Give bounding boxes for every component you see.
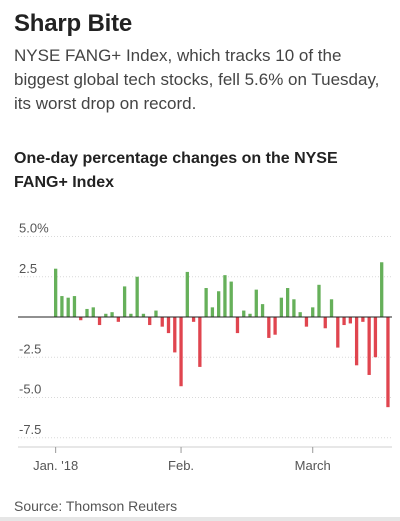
bar [254, 289, 258, 317]
bar [223, 275, 227, 317]
bar [166, 317, 171, 334]
bar [85, 308, 89, 317]
bar [179, 317, 183, 387]
bar [279, 297, 284, 317]
bar [110, 312, 114, 317]
bar [348, 317, 352, 324]
bar [273, 317, 277, 335]
source-note: Source: Thomson Reuters [14, 498, 178, 514]
bottom-rule [0, 517, 400, 521]
bar [198, 317, 202, 367]
bar [329, 299, 334, 317]
bar [311, 307, 315, 317]
bar [72, 296, 77, 317]
y-tick-label: -7.5 [19, 422, 41, 437]
bar [292, 299, 296, 317]
bar [298, 312, 302, 317]
chart-title: One-day percentage changes on the NYSE F… [14, 150, 338, 191]
y-tick-label: -2.5 [19, 341, 41, 356]
bar [217, 291, 221, 317]
bar [323, 317, 327, 329]
bar [116, 317, 120, 322]
bar [386, 317, 390, 408]
x-tick-label: March [295, 458, 331, 473]
bar [354, 317, 359, 366]
bar [141, 313, 146, 317]
bar [235, 317, 240, 334]
bars [54, 262, 390, 408]
bar [242, 310, 246, 317]
bar [135, 276, 139, 317]
bar [148, 317, 152, 326]
bar [97, 317, 102, 326]
bar [91, 307, 95, 317]
bar [160, 317, 164, 327]
x-tick-label: Jan. '18 [33, 458, 78, 473]
bar [367, 317, 371, 375]
bar [104, 313, 108, 317]
y-tick-label: 5.0% [19, 221, 49, 236]
bar [373, 317, 378, 358]
bar [336, 317, 340, 348]
bar [154, 310, 158, 317]
bar [260, 304, 265, 317]
bar [317, 284, 321, 317]
page-subtitle: NYSE FANG+ Index, which tracks 10 of the… [14, 46, 380, 113]
bar [210, 307, 215, 317]
x-tick-label: Feb. [168, 458, 194, 473]
bar [54, 268, 58, 317]
y-tick-label: -5.0 [19, 382, 41, 397]
y-tick-label: 2.5 [19, 261, 37, 276]
bar [267, 317, 271, 338]
bar [229, 281, 233, 317]
bar [122, 286, 127, 317]
gridlines [18, 236, 392, 439]
axes: 5.0% 2.5 -2.5 -5.0 -7.5 Jan. '18 Feb. March [18, 221, 392, 473]
bar [342, 317, 346, 326]
bar [285, 288, 290, 317]
bar [129, 313, 133, 317]
bar [361, 317, 365, 322]
bar [79, 317, 83, 321]
bar [380, 262, 384, 317]
bar [66, 297, 70, 317]
bar [191, 317, 196, 322]
bar [304, 317, 309, 327]
page-title: Sharp Bite [14, 10, 133, 37]
bar [204, 288, 208, 317]
bar [185, 271, 189, 317]
bar [60, 296, 64, 317]
bar [173, 317, 177, 353]
bar [248, 313, 252, 317]
